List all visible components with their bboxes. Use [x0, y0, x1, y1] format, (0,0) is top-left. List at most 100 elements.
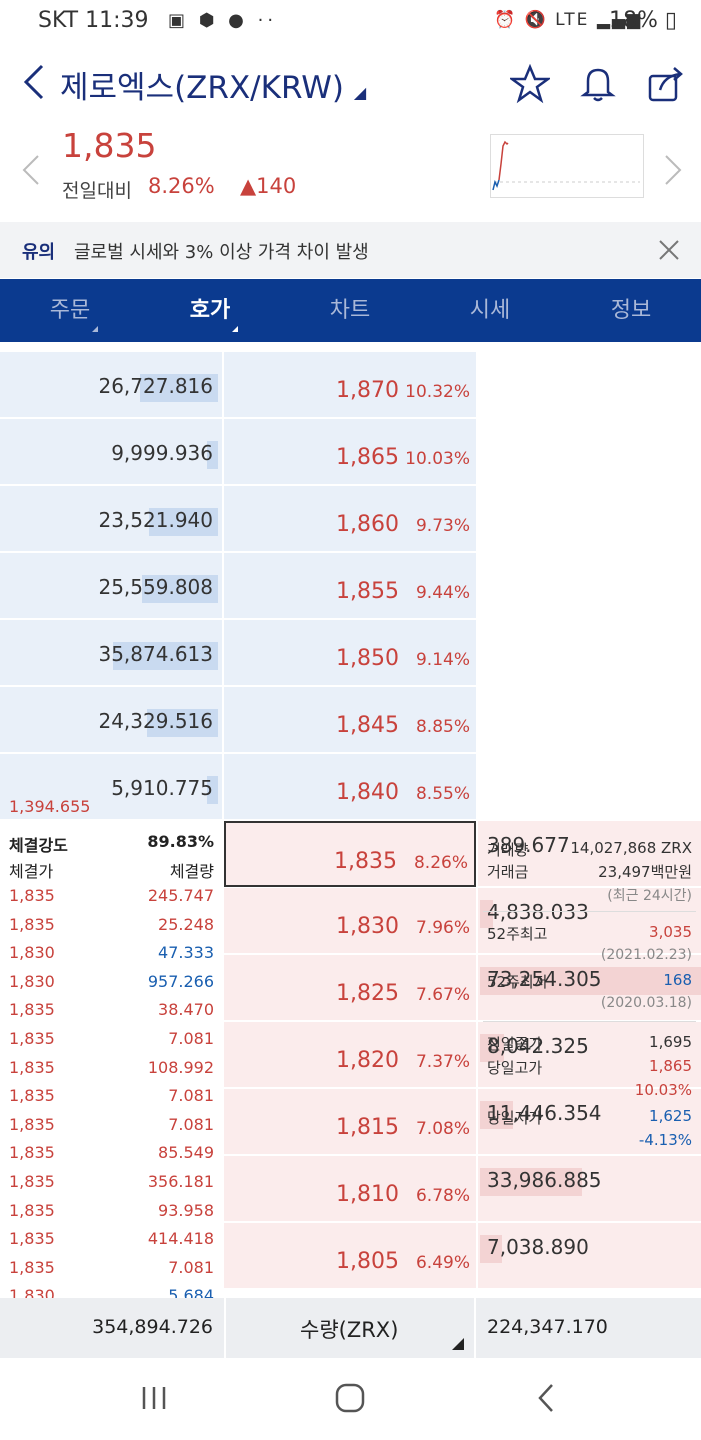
ask-qty: 24,329.516: [98, 709, 213, 733]
price-cell[interactable]: 1,820 7.37%: [224, 1022, 476, 1088]
trade-row: 1,830 47.333: [9, 943, 214, 971]
back-nav-icon[interactable]: [534, 1382, 558, 1414]
divider: [483, 911, 696, 912]
bid-depth-bar: [480, 900, 493, 928]
alarm-bell-icon[interactable]: [578, 64, 618, 104]
low52-label: 52주최저: [487, 973, 548, 991]
tab-orderbook[interactable]: 호가: [140, 279, 280, 342]
ask-row[interactable]: 23,521.940 1,860 9.73%: [0, 486, 701, 552]
price-cell[interactable]: 1,805 6.49%: [224, 1223, 476, 1289]
price-cell[interactable]: 1,870 10.32%: [224, 352, 476, 418]
high52-value: 3,035: [649, 923, 692, 941]
status-bar: SKT 11:39 ▣ ⬢ ● ·· ⏰ 🔇 LTE ▂▄▆ 18% ▯: [0, 0, 701, 44]
bid-qty-cell: 7,038.890: [478, 1223, 701, 1289]
price-cell[interactable]: 1,840 8.55%: [224, 754, 476, 820]
trade-qty: 245.747: [147, 886, 214, 905]
ask-qty: 26,727.816: [98, 374, 213, 398]
bid-pct: 6.78%: [415, 1186, 470, 1206]
prev-coin-arrow-icon[interactable]: [20, 154, 44, 186]
trade-price: 1,835: [9, 1057, 55, 1077]
day-low-pct: -4.13%: [638, 1131, 692, 1149]
bid-row[interactable]: 1,820 7.37% 8,042.325: [0, 1022, 701, 1088]
market-info-panel: 거래량 14,027,868 ZRX 거래금 23,497백만원 (최근 24시간)…: [478, 827, 701, 1159]
low52-date: (2020.03.18): [600, 995, 692, 1011]
mini-chart[interactable]: [490, 134, 644, 198]
trade-qty: 7.081: [168, 1114, 214, 1134]
bid-pct: 6.49%: [415, 1253, 470, 1273]
ask-row[interactable]: 5,910.775 1,840 8.55%: [0, 754, 701, 820]
share-icon[interactable]: [646, 64, 686, 104]
close-icon[interactable]: [658, 239, 680, 261]
price-cell[interactable]: 1,815 7.08%: [224, 1089, 476, 1155]
price-cell[interactable]: 1,855 9.44%: [224, 553, 476, 619]
ask-qty-cell: 23,521.940: [0, 486, 222, 552]
bid-depth-bar: [480, 1235, 502, 1263]
bid-qty: 33,986.885: [487, 1168, 602, 1192]
ask-row[interactable]: 24,329.516 1,845 8.85%: [0, 687, 701, 753]
ask-row[interactable]: 25,559.808 1,855 9.44%: [0, 553, 701, 619]
trade-row: 1,835 93.958: [9, 1201, 214, 1229]
bid-pct: 7.08%: [415, 1119, 470, 1139]
tab-market[interactable]: 시세: [469, 298, 511, 323]
ask-row[interactable]: 26,727.816 1,870 10.32%: [0, 352, 701, 418]
bid-row[interactable]: 1,830 7.96% 4,838.033: [0, 888, 701, 954]
bid-price: 1,810: [336, 1182, 399, 1207]
bid-price: 1,830: [336, 914, 399, 939]
bid-row[interactable]: 1,805 6.49% 7,038.890: [0, 1223, 701, 1289]
price-cell[interactable]: 1,850 9.14%: [224, 620, 476, 686]
ask-qty-cell: 24,329.516: [0, 687, 222, 753]
bid-price: 1,805: [336, 1249, 399, 1274]
ask-row[interactable]: 35,874.613 1,850 9.14%: [0, 620, 701, 686]
tab-order[interactable]: 주문: [0, 279, 140, 342]
tab-info[interactable]: 정보: [610, 298, 652, 323]
recent-apps-icon[interactable]: [140, 1384, 168, 1412]
trade-price: 1,835: [9, 1229, 55, 1249]
bid-row[interactable]: 1,815 7.08% 11,446.354: [0, 1089, 701, 1155]
ask-depth-bar: [140, 374, 218, 402]
price-cell[interactable]: 1,835 8.26%: [224, 821, 476, 887]
trade-price: 1,835: [9, 1200, 55, 1220]
ask-qty: 25,559.808: [98, 575, 213, 599]
bid-row[interactable]: 1,825 7.67% 73,254.305: [0, 955, 701, 1021]
next-coin-arrow-icon[interactable]: [660, 154, 684, 186]
back-arrow-icon[interactable]: [18, 62, 54, 102]
trade-qty: 7.081: [168, 1086, 214, 1106]
ask-total: 354,894.726: [92, 1316, 213, 1338]
ask-pct: 9.73%: [415, 516, 470, 536]
strength-value: 89.83%: [147, 832, 214, 851]
ask-qty: 35,874.613: [98, 642, 213, 666]
home-icon[interactable]: [334, 1382, 366, 1414]
ask-qty-cell: 25,559.808: [0, 553, 222, 619]
price-cell[interactable]: 1,845 8.85%: [224, 687, 476, 753]
favorite-star-icon[interactable]: [510, 64, 550, 104]
price-cell[interactable]: 1,865 10.03%: [224, 419, 476, 485]
tab-chart[interactable]: 차트: [329, 298, 371, 323]
battery-level: 18% ▯: [608, 8, 677, 33]
bid-qty: 11,446.354: [487, 1101, 602, 1125]
divider: [483, 1021, 696, 1022]
high52-date: (2021.02.23): [600, 947, 692, 963]
price-cell[interactable]: 1,860 9.73%: [224, 486, 476, 552]
trade-history-panel: 체결강도 89.83% 체결가 체결량 1,835 245.747 1,835 25.24…: [0, 820, 222, 1298]
bid-depth-bar: [480, 1168, 582, 1196]
ask-price: 1,865: [336, 445, 399, 470]
price-cell[interactable]: 1,825 7.67%: [224, 955, 476, 1021]
trade-qty: 957.266: [147, 971, 214, 991]
dropdown-triangle-icon: [452, 1338, 464, 1350]
order-book-totals: 354,894.726 수량(ZRX) 224,347.170: [0, 1298, 701, 1358]
trade-row: 1,835 25.248: [9, 915, 214, 943]
current-price-row[interactable]: 1,835 8.26% 389.677: [0, 821, 701, 887]
tab-bar: 주문 호가 차트 시세 정보: [0, 279, 701, 342]
trade-qty-header: 체결량: [169, 862, 214, 881]
ask-row[interactable]: 9,999.936 1,865 10.03%: [0, 419, 701, 485]
ask-qty: 23,521.940: [98, 508, 213, 532]
unit-selector[interactable]: 수량(ZRX): [224, 1298, 476, 1358]
bid-row[interactable]: 1,810 6.78% 33,986.885: [0, 1156, 701, 1222]
ask-pct: 10.03%: [405, 449, 470, 469]
price-cell[interactable]: 1,810 6.78%: [224, 1156, 476, 1222]
price-cell[interactable]: 1,830 7.96%: [224, 888, 476, 954]
trade-row: 1,830 5.684: [9, 1286, 214, 1298]
page-title[interactable]: 제로엑스(ZRX/KRW) ◢: [60, 70, 367, 106]
ask-price: 1,850: [336, 646, 399, 671]
trade-row: 1,835 38.470: [9, 1000, 214, 1028]
